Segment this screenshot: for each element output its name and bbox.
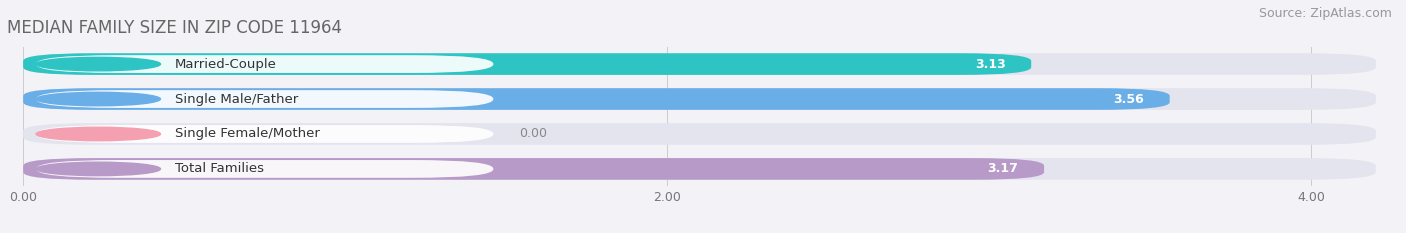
FancyBboxPatch shape <box>37 160 494 178</box>
Text: Total Families: Total Families <box>176 162 264 175</box>
Text: Single Female/Mother: Single Female/Mother <box>176 127 321 140</box>
Text: 3.56: 3.56 <box>1114 93 1144 106</box>
FancyBboxPatch shape <box>22 123 1376 145</box>
Text: Source: ZipAtlas.com: Source: ZipAtlas.com <box>1258 7 1392 20</box>
FancyBboxPatch shape <box>22 53 1376 75</box>
Circle shape <box>37 162 160 176</box>
FancyBboxPatch shape <box>22 158 1376 180</box>
Text: 3.13: 3.13 <box>974 58 1005 71</box>
Circle shape <box>37 92 160 106</box>
FancyBboxPatch shape <box>22 88 1170 110</box>
FancyBboxPatch shape <box>37 90 494 108</box>
Text: Married-Couple: Married-Couple <box>176 58 277 71</box>
FancyBboxPatch shape <box>37 125 494 143</box>
Text: MEDIAN FAMILY SIZE IN ZIP CODE 11964: MEDIAN FAMILY SIZE IN ZIP CODE 11964 <box>7 19 342 37</box>
Circle shape <box>37 57 160 71</box>
Text: Single Male/Father: Single Male/Father <box>176 93 298 106</box>
FancyBboxPatch shape <box>37 55 494 73</box>
Text: 0.00: 0.00 <box>519 127 547 140</box>
FancyBboxPatch shape <box>22 53 1031 75</box>
FancyBboxPatch shape <box>22 88 1376 110</box>
FancyBboxPatch shape <box>22 158 1045 180</box>
Circle shape <box>37 127 160 141</box>
Text: 3.17: 3.17 <box>987 162 1018 175</box>
